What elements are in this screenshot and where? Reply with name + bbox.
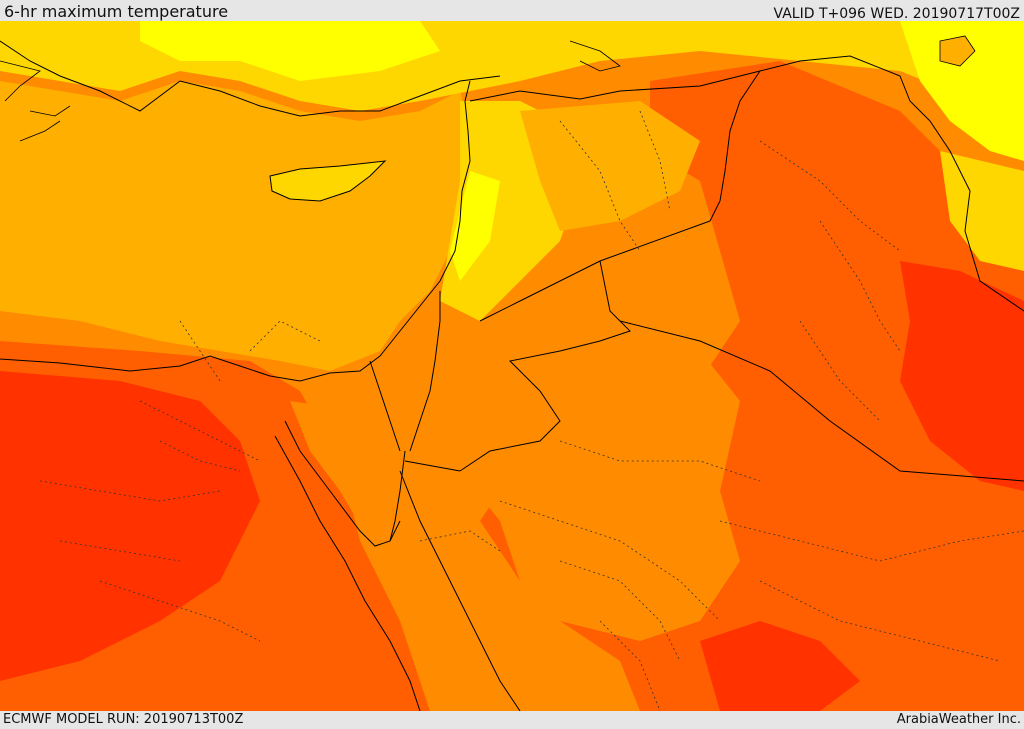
field-red-spots-south — [700, 621, 860, 711]
field-light-syria — [520, 101, 700, 231]
province-borders — [39, 110, 1024, 711]
field-orange-sinai — [290, 401, 420, 581]
border-egypt-israel — [369, 360, 401, 452]
cyprus-island — [269, 160, 387, 202]
valid-time-label: VALID T+096 WED. 20190717T00Z — [773, 6, 1020, 22]
temperature-map[interactable] — [0, 21, 1024, 711]
map-title: 6-hr maximum temperature — [4, 2, 229, 21]
border-jordan-saudi — [459, 260, 631, 472]
field-red-east — [900, 261, 1024, 491]
coastline-med — [0, 80, 471, 382]
field-yellow-core — [140, 21, 440, 81]
field-orange-arabia — [410, 321, 740, 641]
coastline-gulf-aqaba — [389, 450, 406, 542]
coastline-caspian — [569, 40, 621, 72]
border-jordan-iraq — [479, 220, 711, 322]
border-saudi-iraq — [619, 320, 1024, 482]
border-israel-jordan — [409, 291, 441, 452]
coastline-red-sea-west — [274, 435, 421, 711]
sea-mediterranean — [0, 81, 470, 371]
coastline-aegean — [0, 60, 71, 142]
field-light-levant — [450, 171, 500, 281]
field-yellow-zagros — [940, 151, 1024, 271]
field-yellow-ne — [900, 21, 1024, 161]
border-syria-iraq — [709, 70, 761, 222]
lake-van — [939, 35, 976, 67]
credit-label: ArabiaWeather Inc. — [896, 712, 1021, 727]
border-iraq-iran — [929, 120, 1024, 312]
border-saudi-jordan-south — [404, 460, 461, 472]
model-run-label: ECMWF MODEL RUN: 20190713T00Z — [3, 712, 244, 727]
coastline-turkey — [0, 40, 501, 117]
coastline-red-sea-east — [399, 470, 521, 711]
temperature-map-svg — [0, 21, 1024, 711]
field-red-west — [0, 371, 260, 681]
